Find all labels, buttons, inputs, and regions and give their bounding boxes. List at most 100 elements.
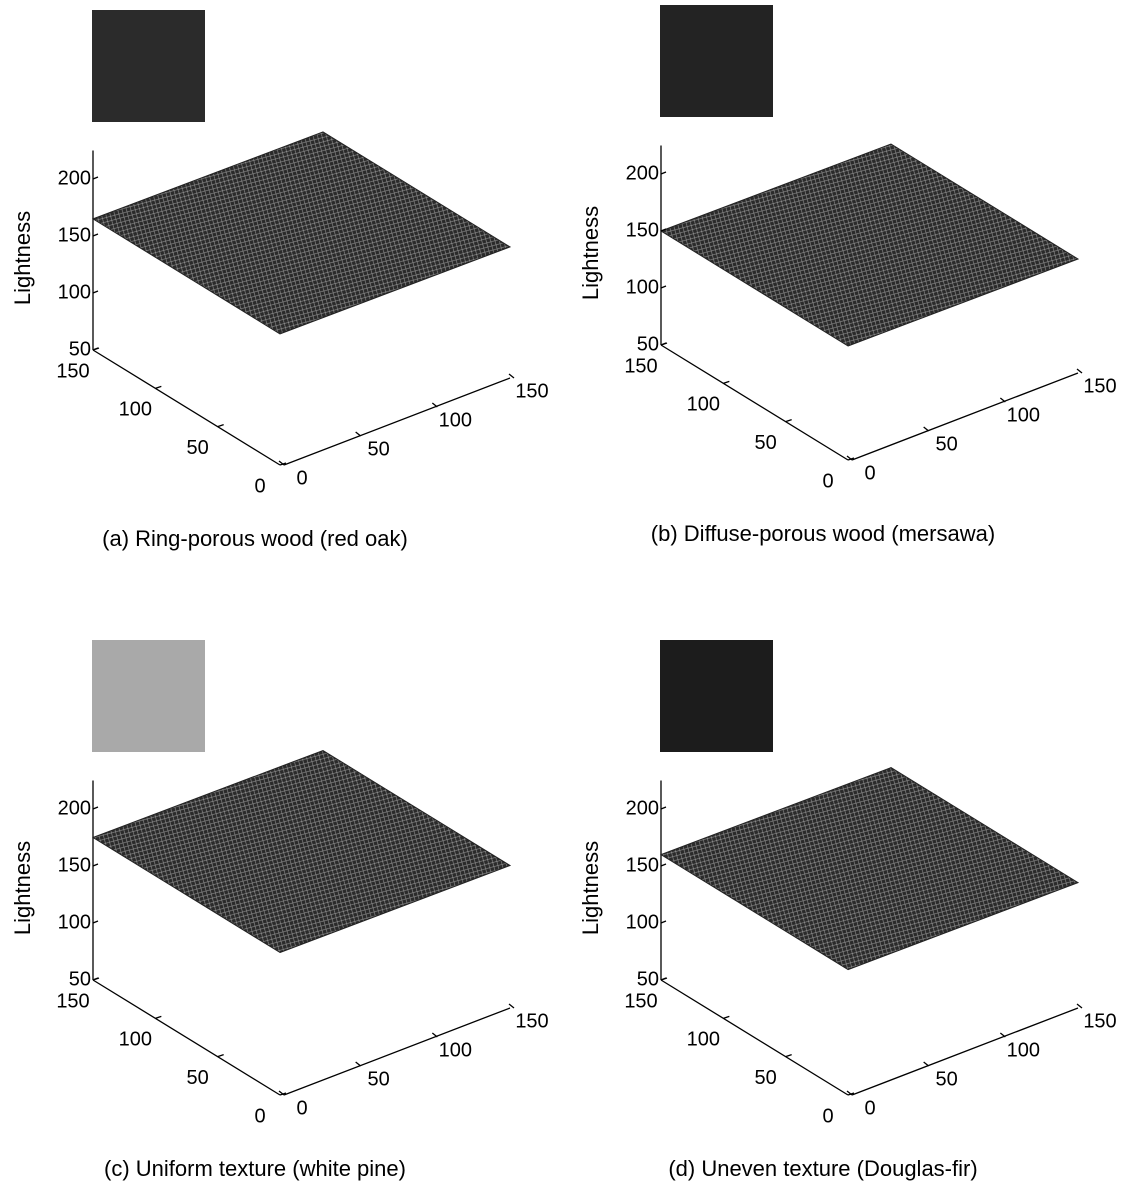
- panel: 50 100 150 200 0 50 100 150 0 50 100 150 Lightness (d…: [578, 640, 1117, 1181]
- y-tick: [785, 419, 792, 423]
- x-tick-label: 50: [368, 1068, 390, 1090]
- z-tick: [660, 806, 667, 810]
- y-tick: [660, 977, 668, 981]
- texture-swatch: [92, 10, 205, 122]
- axis-line: [283, 377, 511, 466]
- y-tick: [92, 977, 100, 981]
- x-tick-label: 0: [296, 467, 307, 489]
- z-axis-label: Lightness: [10, 211, 35, 305]
- x-tick: [278, 460, 285, 466]
- x-tick: [278, 1090, 285, 1096]
- x-tick-label: 0: [296, 1097, 307, 1119]
- x-tick: [355, 431, 362, 437]
- z-tick: [92, 806, 99, 810]
- y-tick: [785, 1054, 792, 1058]
- x-tick: [923, 426, 930, 432]
- y-tick-label: 0: [254, 475, 265, 497]
- y-tick: [217, 424, 224, 428]
- z-tick-label: 100: [626, 911, 659, 933]
- x-tick: [999, 397, 1006, 403]
- x-tick-label: 100: [1007, 1039, 1040, 1061]
- y-tick-label: 100: [119, 399, 152, 421]
- z-tick: [660, 171, 667, 175]
- y-tick-label: 0: [822, 470, 833, 492]
- z-tick-label: 50: [637, 968, 659, 990]
- z-tick-label: 150: [58, 854, 91, 876]
- z-tick: [660, 920, 667, 924]
- y-tick: [155, 385, 162, 389]
- y-tick-label: 100: [687, 394, 720, 416]
- axis-line: [851, 372, 1079, 461]
- y-tick-label: 150: [56, 990, 89, 1012]
- x-tick: [923, 1061, 930, 1067]
- x-tick-label: 150: [1083, 375, 1116, 397]
- x-tick-label: 0: [864, 462, 875, 484]
- x-tick: [355, 1061, 362, 1067]
- x-tick: [508, 373, 515, 379]
- panel: 50 100 150 200 0 50 100 150 0 50 100 150 Lightness (b…: [578, 5, 1117, 546]
- x-tick: [1076, 368, 1083, 374]
- z-tick: [660, 228, 667, 232]
- y-tick: [155, 1015, 162, 1019]
- z-tick: [660, 285, 667, 289]
- panel: 50 100 150 200 0 50 100 150 0 50 100 150 Lightness (c…: [10, 640, 549, 1181]
- x-tick-label: 100: [439, 409, 472, 431]
- x-tick-label: 100: [1007, 404, 1040, 426]
- z-tick-label: 150: [626, 854, 659, 876]
- y-tick-label: 100: [687, 1029, 720, 1051]
- z-tick-label: 50: [69, 968, 91, 990]
- y-tick: [92, 347, 100, 351]
- z-tick-label: 200: [58, 167, 91, 189]
- surface: [91, 749, 512, 954]
- y-tick-label: 100: [119, 1029, 152, 1051]
- x-tick-label: 100: [439, 1039, 472, 1061]
- y-tick-label: 50: [755, 432, 777, 454]
- z-tick-label: 200: [626, 162, 659, 184]
- axis-line: [92, 979, 281, 1096]
- z-tick-label: 100: [58, 911, 91, 933]
- caption: (b) Diffuse-porous wood (mersawa): [651, 521, 995, 546]
- z-tick-label: 200: [626, 797, 659, 819]
- z-tick: [660, 863, 667, 867]
- surface: [659, 143, 1080, 347]
- caption: (d) Uneven texture (Douglas-fir): [668, 1156, 977, 1181]
- texture-swatch: [92, 640, 205, 752]
- y-tick: [660, 342, 668, 346]
- x-tick: [846, 455, 853, 461]
- y-tick-label: 150: [624, 355, 657, 377]
- x-tick-label: 50: [936, 1068, 958, 1090]
- axis-line: [92, 349, 281, 466]
- z-tick-label: 100: [58, 281, 91, 303]
- surface: [659, 767, 1080, 971]
- surface: [91, 131, 512, 335]
- z-tick-label: 200: [58, 797, 91, 819]
- z-tick: [92, 920, 99, 924]
- z-tick: [92, 290, 99, 294]
- z-tick: [92, 863, 99, 867]
- x-tick: [999, 1032, 1006, 1038]
- y-tick-label: 0: [822, 1105, 833, 1127]
- z-axis-label: Lightness: [10, 841, 35, 935]
- x-tick-label: 50: [368, 438, 390, 460]
- axis-line: [660, 344, 849, 461]
- caption: (a) Ring-porous wood (red oak): [102, 526, 408, 551]
- x-tick: [431, 1032, 438, 1038]
- x-tick: [846, 1090, 853, 1096]
- y-tick-label: 0: [254, 1105, 265, 1127]
- y-tick: [723, 1015, 730, 1019]
- x-tick: [508, 1003, 515, 1009]
- x-tick-label: 150: [1083, 1010, 1116, 1032]
- z-tick-label: 150: [58, 224, 91, 246]
- z-tick: [92, 233, 99, 237]
- axis-line: [283, 1007, 511, 1096]
- y-tick-label: 50: [187, 1067, 209, 1089]
- x-tick: [1076, 1003, 1083, 1009]
- y-tick-label: 50: [187, 437, 209, 459]
- x-tick: [431, 402, 438, 408]
- z-axis-label: Lightness: [578, 841, 603, 935]
- y-tick-label: 150: [624, 990, 657, 1012]
- x-tick-label: 50: [936, 433, 958, 455]
- y-tick-label: 50: [755, 1067, 777, 1089]
- z-tick-label: 100: [626, 276, 659, 298]
